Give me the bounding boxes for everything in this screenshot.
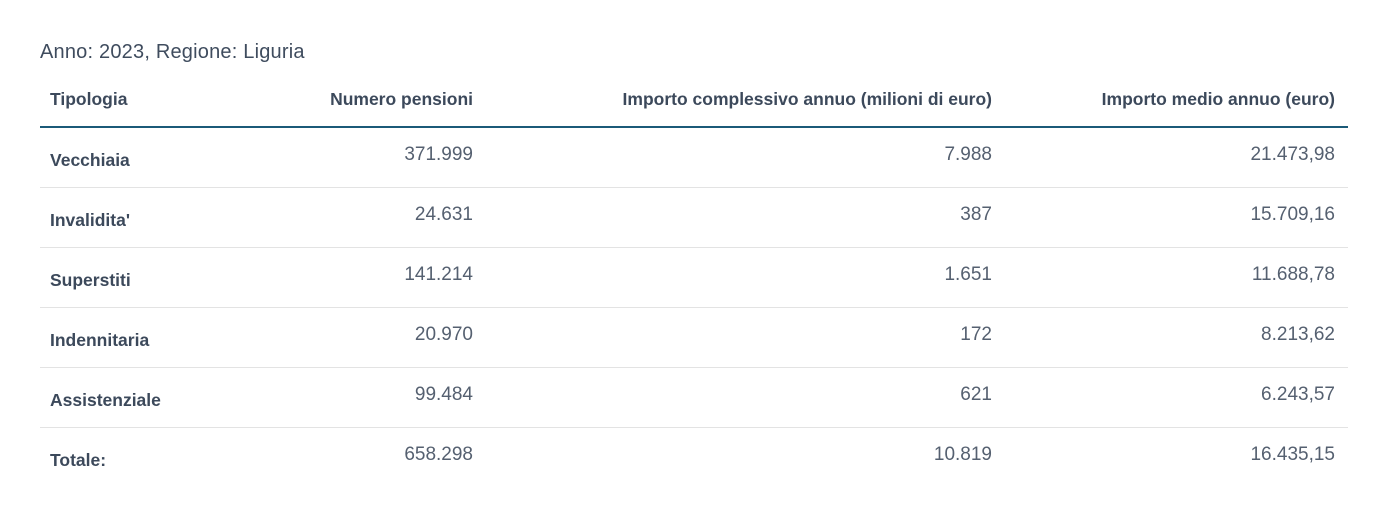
column-header-importo-medio: Importo medio annuo (euro) (1005, 76, 1348, 128)
cell-numero-pensioni: 141.214 (404, 264, 473, 285)
table-row-assistenziale: Assistenziale 99.484 621 6.243,57 (40, 368, 1348, 428)
cell-importo-medio: 15.709,16 (1250, 204, 1335, 225)
page-title: Anno: 2023, Regione: Liguria (40, 41, 305, 63)
header-row: Tipologia Numero pensioni Importo comple… (40, 76, 1348, 128)
table-row-vecchiaia: Vecchiaia 371.999 7.988 21.473,98 (40, 127, 1348, 188)
cell-importo-complessivo: 172 (960, 324, 992, 345)
cell-numero-pensioni: 371.999 (404, 144, 473, 165)
cell-importo-complessivo: 7.988 (944, 144, 992, 165)
table-header: Tipologia Numero pensioni Importo comple… (40, 76, 1348, 128)
table-body: Vecchiaia 371.999 7.988 21.473,98 Invali… (40, 127, 1348, 487)
column-header-tipologia: Tipologia (40, 76, 270, 128)
column-header-importo-complessivo: Importo complessivo annuo (milioni di eu… (486, 76, 1005, 128)
row-label: Invalidita' (50, 210, 131, 230)
cell-numero-pensioni: 20.970 (414, 324, 473, 345)
table-row-totale: Totale: 658.298 10.819 16.435,15 (40, 428, 1348, 488)
cell-numero-pensioni: 658.298 (404, 444, 473, 465)
cell-numero-pensioni: 24.631 (414, 204, 473, 225)
table-row-invalidita: Invalidita' 24.631 387 15.709,16 (40, 188, 1348, 248)
row-label: Indennitaria (50, 330, 150, 350)
cell-importo-complessivo: 387 (960, 204, 992, 225)
row-label: Superstiti (50, 270, 131, 290)
cell-importo-medio: 21.473,98 (1250, 144, 1335, 165)
cell-importo-complessivo: 10.819 (933, 444, 992, 465)
content-area: Anno: 2023, Regione: Liguria Tipologia N… (40, 41, 1348, 487)
cell-importo-complessivo: 1.651 (944, 264, 992, 285)
cell-importo-medio: 16.435,15 (1250, 444, 1335, 465)
cell-importo-medio: 8.213,62 (1261, 324, 1335, 345)
table-row-superstiti: Superstiti 141.214 1.651 11.688,78 (40, 248, 1348, 308)
cell-importo-complessivo: 621 (960, 384, 992, 405)
cell-importo-medio: 6.243,57 (1261, 384, 1335, 405)
row-label: Vecchiaia (50, 150, 130, 170)
pension-table: Tipologia Numero pensioni Importo comple… (40, 76, 1348, 487)
cell-numero-pensioni: 99.484 (414, 384, 473, 405)
table-row-indennitaria: Indennitaria 20.970 172 8.213,62 (40, 308, 1348, 368)
row-label-totale: Totale: (50, 450, 107, 470)
cell-importo-medio: 11.688,78 (1251, 264, 1335, 285)
column-header-numero-pensioni: Numero pensioni (270, 76, 486, 128)
row-label: Assistenziale (50, 390, 161, 410)
